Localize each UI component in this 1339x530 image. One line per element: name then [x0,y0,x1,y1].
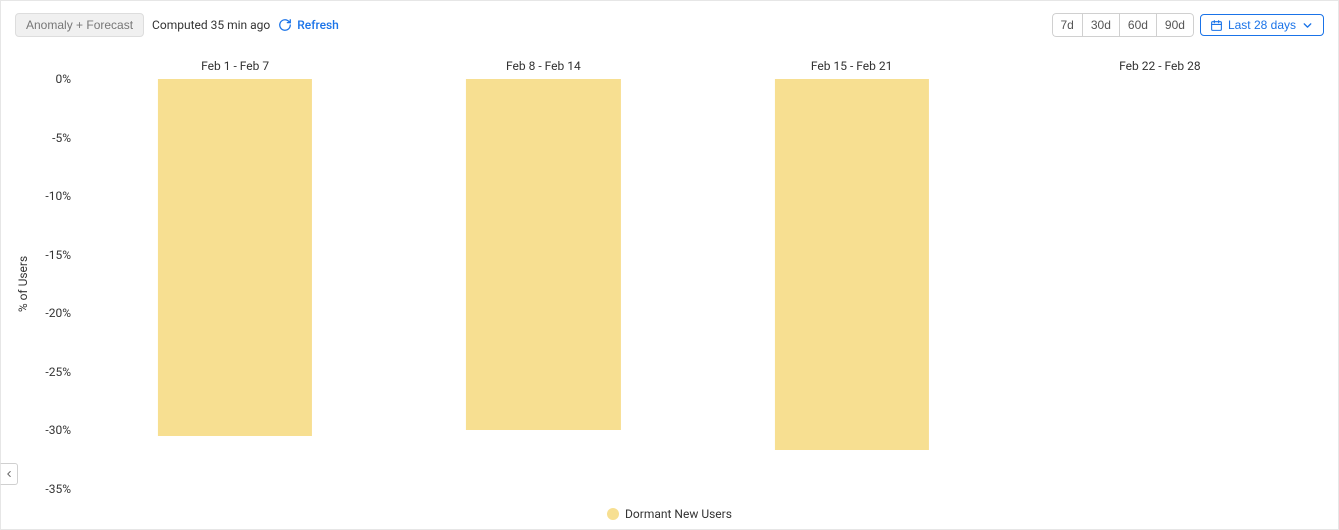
chart-panel: Anomaly + Forecast Computed 35 min ago R… [0,0,1339,530]
legend-swatch [607,508,619,520]
toolbar-right: 7d30d60d90d Last 28 days [1052,13,1325,37]
range-button-60d[interactable]: 60d [1119,13,1156,37]
computed-timestamp: Computed 35 min ago [152,18,270,32]
y-axis-tick: -10% [45,189,71,203]
bar [158,79,312,436]
bar-cell [389,79,697,489]
chevron-down-icon [1301,19,1314,32]
y-axis-tick: -25% [45,365,71,379]
range-button-7d[interactable]: 7d [1052,13,1082,37]
anomaly-forecast-button[interactable]: Anomaly + Forecast [15,13,144,37]
chevron-left-icon [4,469,14,479]
collapse-handle[interactable] [0,463,18,485]
bar-cell [81,79,389,489]
y-axis-tick: -35% [45,482,71,496]
y-axis-title: % of Users [16,256,30,312]
refresh-button[interactable]: Refresh [278,18,339,32]
toolbar: Anomaly + Forecast Computed 35 min ago R… [15,13,1324,37]
date-range-label: Last 28 days [1228,18,1296,32]
refresh-icon [278,18,292,32]
calendar-icon [1210,19,1223,32]
plot-area [81,79,1314,489]
x-axis-label: Feb 1 - Feb 7 [81,59,389,73]
date-range-dropdown[interactable]: Last 28 days [1200,14,1324,36]
x-axis-label: Feb 22 - Feb 28 [1006,59,1314,73]
range-group: 7d30d60d90d [1052,13,1194,37]
bar [466,79,620,430]
y-axis-tick: -15% [45,248,71,262]
y-axis-tick: -30% [45,423,71,437]
refresh-label: Refresh [297,18,339,32]
legend: Dormant New Users [1,507,1338,521]
y-axis: % of Users 0%-5%-10%-15%-20%-25%-30%-35% [15,79,75,489]
toolbar-left: Anomaly + Forecast Computed 35 min ago R… [15,13,339,37]
range-button-30d[interactable]: 30d [1082,13,1119,37]
y-axis-tick: -20% [45,306,71,320]
bar [775,79,929,450]
x-axis-label: Feb 8 - Feb 14 [389,59,697,73]
legend-label: Dormant New Users [625,507,732,521]
range-button-90d[interactable]: 90d [1156,13,1194,37]
x-axis-label: Feb 15 - Feb 21 [698,59,1006,73]
x-axis-labels: Feb 1 - Feb 7Feb 8 - Feb 14Feb 15 - Feb … [81,59,1314,73]
chart: Feb 1 - Feb 7Feb 8 - Feb 14Feb 15 - Feb … [15,59,1324,489]
y-axis-tick: 0% [55,72,71,86]
y-axis-tick: -5% [52,131,71,145]
bar-cell [1006,79,1314,489]
bar-cell [698,79,1006,489]
